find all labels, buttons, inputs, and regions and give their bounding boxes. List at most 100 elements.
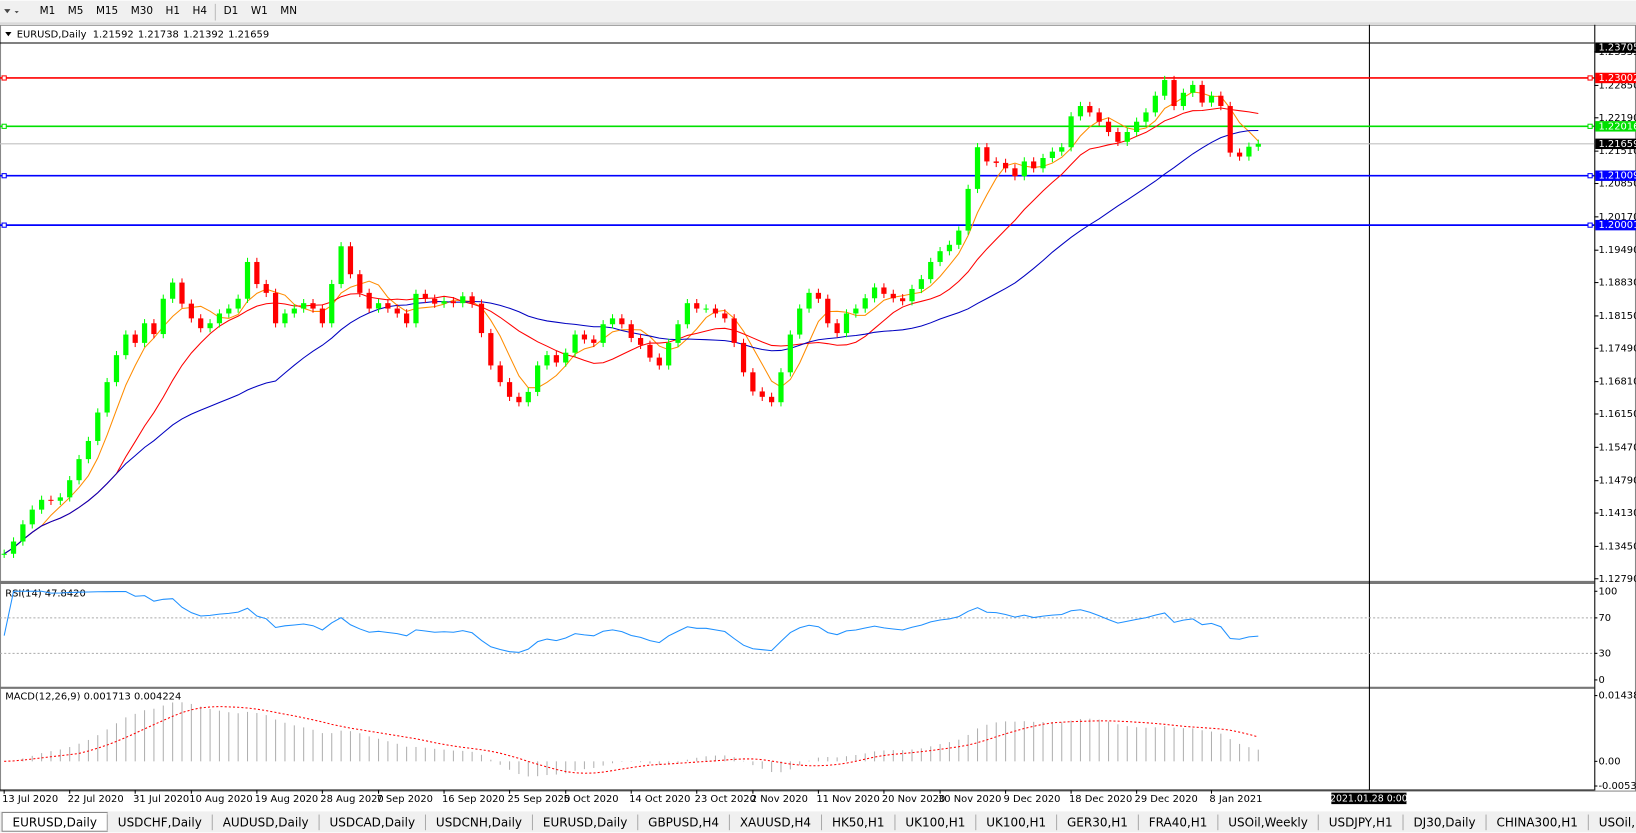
level-handle[interactable]	[1587, 75, 1593, 81]
tab[interactable]: USDJPY,H1	[1329, 815, 1393, 829]
tab[interactable]: GBPUSD,H4	[648, 815, 719, 829]
level-handle[interactable]	[1, 222, 7, 228]
candle	[207, 323, 213, 329]
candle	[497, 365, 503, 383]
x-tick-label: 14 Oct 2020	[629, 794, 690, 805]
tab[interactable]: FRA40,H1	[1149, 815, 1208, 829]
candle	[366, 292, 372, 309]
candle	[937, 251, 943, 262]
candle	[956, 230, 962, 245]
tab[interactable]: DJ30,Daily	[1413, 815, 1475, 829]
timeframe-button[interactable]: D1	[224, 5, 239, 17]
candle	[909, 288, 915, 302]
header-arrow[interactable]	[5, 32, 12, 37]
candle	[226, 308, 232, 314]
tab-bg[interactable]	[637, 812, 730, 832]
candle	[769, 396, 775, 403]
x-tick-label: 22 Jul 2020	[68, 794, 124, 805]
candle	[516, 396, 522, 403]
tab-bg[interactable]	[975, 812, 1057, 832]
timeframe-button[interactable]: M30	[131, 5, 153, 17]
tab[interactable]: USDCAD,Daily	[330, 815, 416, 829]
tab-bg[interactable]	[821, 812, 895, 832]
candle	[179, 282, 185, 304]
tab-bg[interactable]	[532, 812, 638, 832]
candle	[85, 440, 92, 460]
tab-bg[interactable]	[729, 812, 822, 832]
level-handle[interactable]	[1587, 222, 1593, 228]
tab-bg[interactable]	[894, 812, 976, 832]
symbol: EURUSD,Daily	[17, 30, 87, 41]
y-tick-label: 1.21510	[1598, 146, 1636, 157]
candle	[394, 308, 400, 314]
candle	[1199, 84, 1205, 103]
candle	[722, 313, 728, 319]
candle	[170, 282, 176, 299]
tab-bg[interactable]	[1138, 812, 1218, 832]
tab[interactable]: USOil,Weekly	[1228, 815, 1308, 829]
timeframe-button[interactable]: M1	[40, 5, 56, 17]
candle	[10, 541, 17, 554]
candle	[441, 301, 447, 304]
x-tick-label: 7 Sep 2020	[376, 794, 432, 805]
timeframe-button[interactable]: MN	[280, 5, 297, 17]
timeframe-button[interactable]: H4	[193, 5, 208, 17]
candle	[1012, 168, 1018, 177]
tab[interactable]: USDCNH,Daily	[436, 815, 522, 829]
candle	[104, 382, 110, 413]
tab-bg[interactable]	[1588, 812, 1636, 832]
y-tick-label: 1.22850	[1598, 80, 1636, 91]
tab[interactable]: GER30,H1	[1067, 815, 1128, 829]
tab-bg[interactable]	[1486, 812, 1589, 832]
tab-bg[interactable]	[212, 812, 320, 832]
rsi-line	[3, 590, 1259, 653]
timeframe-button[interactable]: M5	[68, 5, 84, 17]
candle	[432, 298, 438, 304]
tab-bg[interactable]	[1217, 812, 1319, 832]
candle	[984, 147, 990, 162]
level-handle[interactable]	[1, 123, 7, 129]
level-handle[interactable]	[1, 75, 7, 81]
level-label-bg	[1595, 121, 1636, 132]
tab[interactable]: XAUUSD,H4	[740, 815, 811, 829]
toolbar-icon[interactable]	[4, 9, 19, 14]
candle	[1002, 162, 1009, 169]
candle	[740, 342, 747, 373]
level-handle[interactable]	[1, 173, 7, 179]
level-handle[interactable]	[1587, 173, 1593, 179]
tab[interactable]: AUDUSD,Daily	[223, 815, 309, 829]
candle	[254, 261, 260, 285]
tab-bg[interactable]	[425, 812, 533, 832]
candle	[1246, 146, 1252, 157]
candle	[1096, 112, 1102, 122]
candle	[450, 301, 457, 304]
tab[interactable]: HK50,H1	[832, 815, 885, 829]
timeframe-button[interactable]: W1	[251, 5, 268, 17]
tab-bg[interactable]	[107, 812, 213, 832]
candle	[1190, 84, 1196, 93]
tab[interactable]: UK100,H1	[986, 815, 1046, 829]
tab[interactable]: EURUSD,Daily	[543, 815, 627, 829]
tab-bg[interactable]	[1403, 812, 1487, 832]
tab-bg[interactable]	[1318, 812, 1404, 832]
tab-bg[interactable]	[319, 812, 426, 832]
tab[interactable]: USDCHF,Daily	[118, 815, 202, 829]
high-label-bg	[1595, 42, 1636, 53]
tab[interactable]: USOil,	[1599, 815, 1635, 829]
x-tick-label: 19 Aug 2020	[255, 794, 318, 805]
candle	[563, 352, 569, 363]
tab[interactable]: UK100,H1	[905, 815, 965, 829]
y-tick-label: 1.18830	[1598, 278, 1636, 289]
candle	[67, 480, 73, 498]
tab[interactable]: CHINA300,H1	[1496, 815, 1577, 829]
candle	[619, 318, 625, 325]
candle	[198, 318, 204, 329]
timeframe-button[interactable]: M15	[96, 5, 118, 17]
timeframe-button[interactable]: H1	[166, 5, 180, 17]
tab-bg[interactable]	[1056, 812, 1139, 832]
tab[interactable]: EURUSD,Daily	[13, 815, 97, 829]
ohlc-value: 1.21392	[183, 30, 224, 41]
candle	[141, 323, 148, 343]
level-handle[interactable]	[1587, 123, 1593, 129]
